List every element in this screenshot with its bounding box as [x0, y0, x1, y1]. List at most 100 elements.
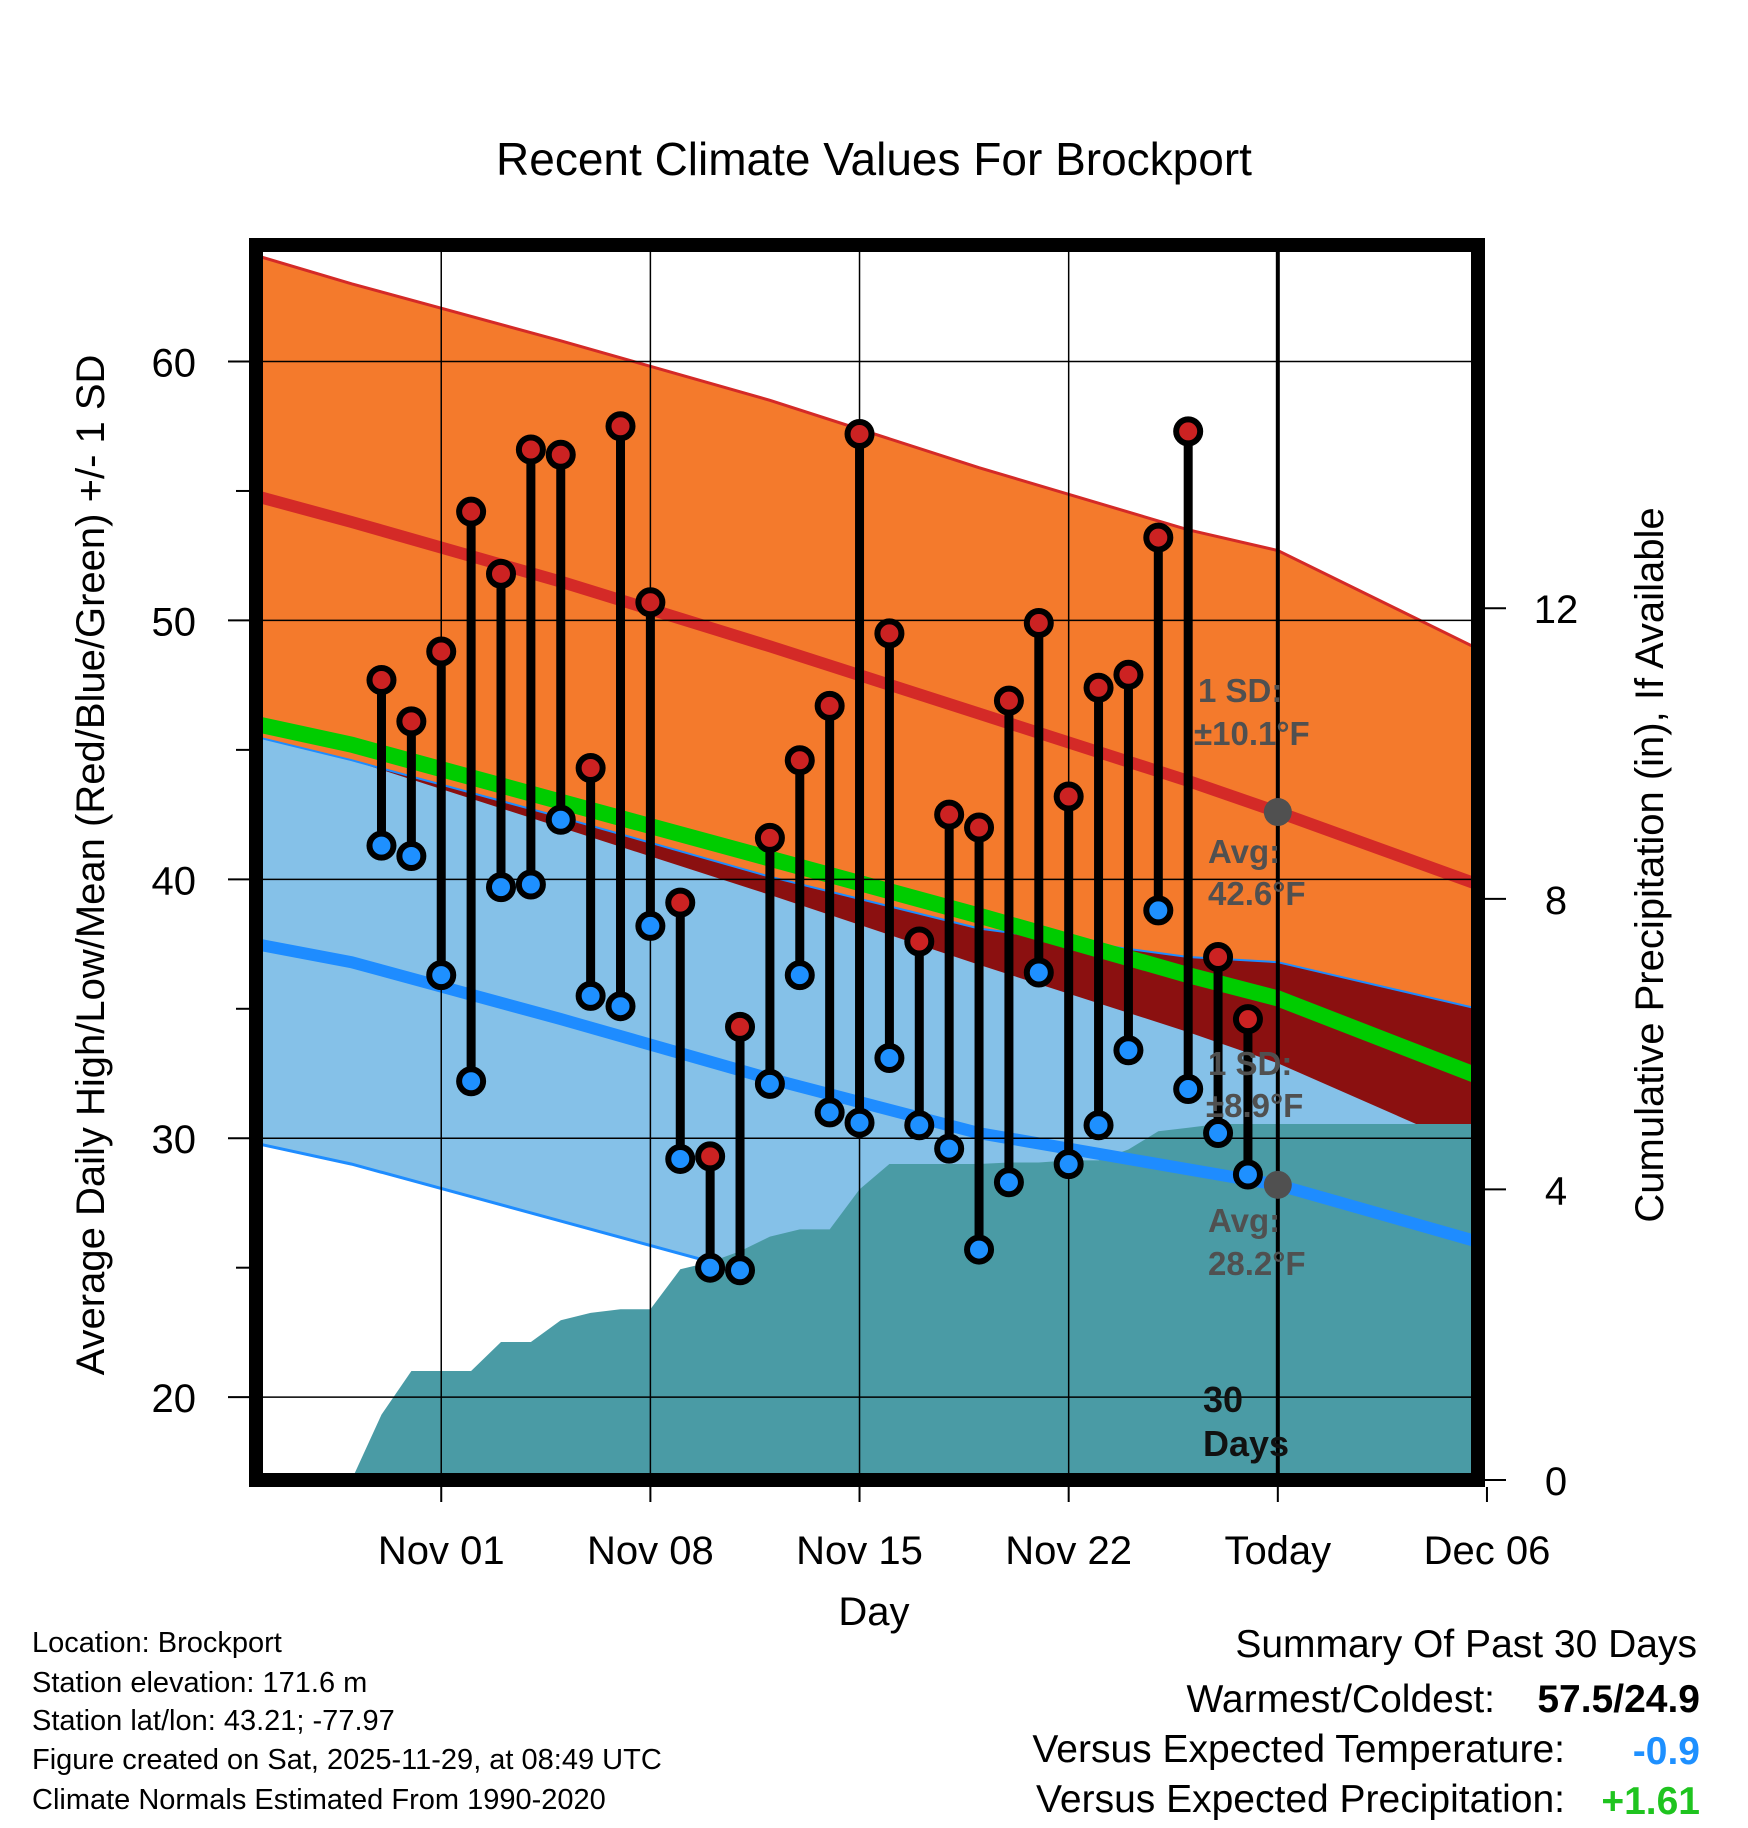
low-sd-value: ±8.9°F: [1206, 1087, 1303, 1124]
low-point: [1113, 1035, 1144, 1066]
x-tick-label-4: Today: [1224, 1529, 1331, 1573]
high-point: [545, 439, 576, 470]
high-point: [396, 706, 427, 737]
high-sd-label: 1 SD:: [1198, 672, 1282, 709]
high-point: [695, 1141, 726, 1172]
y-right-tick-label-3: 12: [1534, 588, 1579, 632]
high-point: [814, 690, 845, 721]
summary-title: Summary Of Past 30 Days: [1235, 1623, 1697, 1666]
high-point: [993, 685, 1024, 716]
plot-frame: [249, 238, 1485, 1487]
low-point: [396, 841, 427, 872]
low-point: [515, 869, 546, 900]
y-right-tick-label-2: 8: [1545, 879, 1567, 923]
plot-inner: [256, 245, 1478, 1480]
high-point: [904, 926, 935, 957]
footer-created: Figure created on Sat, 2025-11-29, at 08…: [32, 1744, 662, 1776]
high-point: [366, 664, 397, 695]
low-point: [1203, 1118, 1234, 1149]
low-point: [784, 960, 815, 991]
y-right-tick-label-1: 4: [1545, 1169, 1567, 1213]
high-point: [754, 822, 785, 853]
high-point: [934, 799, 965, 830]
low-point: [456, 1066, 487, 1097]
high-point: [1143, 522, 1174, 553]
high-sd-value: ±10.1°F: [1194, 715, 1310, 752]
days-label: 30 Days: [1203, 1379, 1289, 1464]
precip-area: [351, 1124, 1478, 1480]
high-point: [874, 618, 905, 649]
summary-temp-label: Versus Expected Temperature:: [1032, 1728, 1565, 1771]
high-point: [725, 1011, 756, 1042]
y-axis-left-label: Average Daily High/Low/Mean (Red/Blue/Gr…: [69, 355, 113, 1376]
summary-warm-cold-value: 57.5/24.9: [1537, 1678, 1700, 1721]
x-axis-label: Day: [838, 1590, 909, 1634]
high-avg-label: Avg:: [1208, 833, 1280, 870]
high-point: [605, 411, 636, 442]
y-right-tick-label-0: 0: [1545, 1460, 1567, 1504]
x-tick-label-5: Dec 06: [1424, 1529, 1551, 1573]
low-sd-label: 1 SD:: [1208, 1045, 1292, 1082]
low-point: [874, 1042, 905, 1073]
low-point: [665, 1143, 696, 1174]
low-point: [964, 1234, 995, 1265]
low-point: [1173, 1074, 1204, 1105]
low-point: [754, 1068, 785, 1099]
x-tick-label-2: Nov 15: [796, 1529, 923, 1573]
summary-precip-label: Versus Expected Precipitation:: [1036, 1778, 1565, 1821]
low-avg-label: Avg:: [1208, 1202, 1280, 1239]
plot-area: Nov 01 Nov 08 Nov 15 Nov 22 Today Dec 06 20 30 4…: [152, 238, 1579, 1573]
low-point: [426, 960, 457, 991]
high-point: [426, 636, 457, 667]
high-avg-line: [256, 490, 1478, 891]
high-point: [1113, 659, 1144, 690]
low-point: [1143, 895, 1174, 926]
low-point: [605, 991, 636, 1022]
days-label-line: Days: [1203, 1423, 1289, 1464]
high-avg-marker: [1263, 798, 1292, 827]
low-point: [934, 1133, 965, 1164]
low-avg-marker: [1263, 1170, 1292, 1199]
high-point: [485, 558, 516, 589]
summary-precip-value: +1.61: [1601, 1780, 1700, 1823]
x-tick-label-1: Nov 08: [587, 1529, 714, 1573]
low-point: [1083, 1110, 1114, 1141]
y-tick-label-1: 30: [152, 1118, 197, 1162]
mean-line: [256, 716, 1478, 1084]
low-upper-line: [256, 735, 1478, 1010]
y-tick-label-2: 40: [152, 859, 197, 903]
high-point: [1023, 608, 1054, 639]
high-avg-value: 42.6°F: [1208, 875, 1306, 912]
footer-location: Location: Brockport: [32, 1627, 282, 1659]
low-point: [844, 1107, 875, 1138]
low-point: [366, 830, 397, 861]
high-point: [1173, 416, 1204, 447]
low-point: [545, 804, 576, 835]
high-point: [635, 587, 666, 618]
low-point: [1053, 1149, 1084, 1180]
high-point: [1232, 1004, 1263, 1035]
y-tick-label-3: 50: [152, 600, 197, 644]
high-point: [575, 752, 606, 783]
high-point: [784, 745, 815, 776]
low-point: [1232, 1159, 1263, 1190]
x-tick-label-3: Nov 22: [1005, 1529, 1132, 1573]
low-point: [993, 1167, 1024, 1198]
high-point: [1053, 781, 1084, 812]
low-point: [814, 1097, 845, 1128]
summary-warm-cold-label: Warmest/Coldest:: [1187, 1678, 1495, 1721]
y-tick-label-0: 20: [152, 1377, 197, 1421]
x-tick-label-0: Nov 01: [378, 1529, 505, 1573]
high-point: [964, 812, 995, 843]
footer-elevation: Station elevation: 171.6 m: [32, 1667, 367, 1699]
low-point: [904, 1110, 935, 1141]
low-point: [635, 910, 666, 941]
chart-title: Recent Climate Values For Brockport: [496, 133, 1252, 185]
footer-latlon: Station lat/lon: 43.21; -77.97: [32, 1705, 395, 1737]
high-point: [515, 434, 546, 465]
low-point: [1023, 957, 1054, 988]
footer-normals: Climate Normals Estimated From 1990-2020: [32, 1784, 606, 1816]
high-point: [1203, 942, 1234, 973]
y-tick-label-4: 60: [152, 342, 197, 386]
